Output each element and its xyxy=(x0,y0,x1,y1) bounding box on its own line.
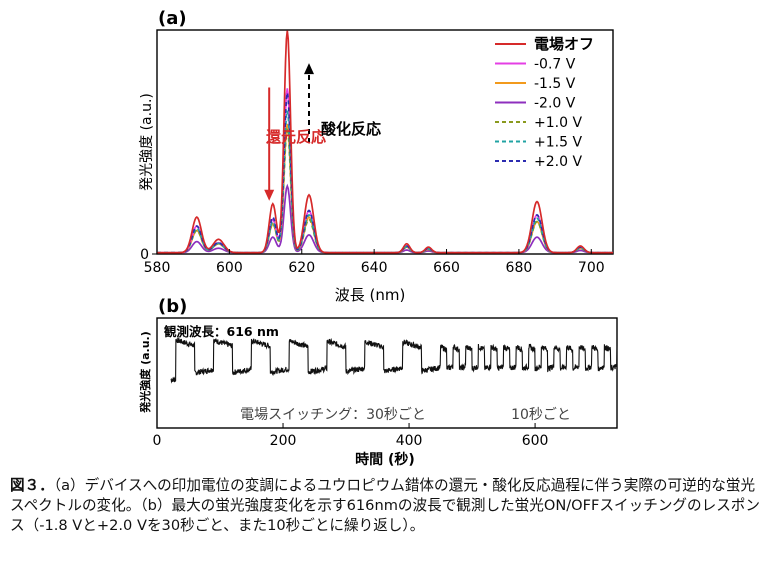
reduction-label: 還元反応 xyxy=(266,128,326,146)
legend: 電場オフ -0.7 V -1.5 V -2.0 V +1.0 V +1.5 V +2.0 V xyxy=(495,35,594,170)
reduction-arrow-head xyxy=(264,189,275,201)
series-line xyxy=(157,88,613,254)
segment-30s-label: 電場スイッチング：30秒ごと xyxy=(240,407,426,423)
figure-caption: 図３．（a）デバイスへの印加電位の変調によるユウロピウム錯体の還元・酸化反応過程… xyxy=(10,476,762,536)
legend-label: +2.0 V xyxy=(534,154,582,170)
switching-frame xyxy=(156,317,618,429)
x-tick-label: 0 xyxy=(153,433,162,449)
series-line xyxy=(157,30,613,254)
x-tick-label: 200 xyxy=(270,433,297,449)
segment-10s-label: 10秒ごと xyxy=(511,407,571,423)
x-tick-label: 700 xyxy=(578,260,605,276)
switching-y-label: 発光強度 (a.u.) xyxy=(138,331,152,414)
series-line xyxy=(157,110,613,254)
spectrum-frame xyxy=(156,29,614,255)
legend-label: -2.0 V xyxy=(534,96,576,112)
legend-label: +1.0 V xyxy=(534,115,582,131)
spectrum-y-label: 発光強度 (a.u.) xyxy=(139,93,155,191)
panel-b-label: (b) xyxy=(158,296,187,317)
x-tick-label: 600 xyxy=(216,260,243,276)
x-tick-label: 600 xyxy=(522,433,549,449)
switching-trace xyxy=(170,337,618,384)
y-tick-label: 0 xyxy=(140,247,149,263)
spectrum-plot: 580 600 620 640 660 680 700 0 還元反応 酸化反応 電場オフ -0.… xyxy=(140,29,614,276)
x-tick-label: 660 xyxy=(433,260,460,276)
panel-a-label: (a) xyxy=(158,8,187,29)
legend-label: -1.5 V xyxy=(534,76,576,92)
x-tick-label: 580 xyxy=(144,260,171,276)
legend-label: 電場オフ xyxy=(534,35,594,53)
legend-label: -0.7 V xyxy=(534,57,576,73)
x-tick-label: 620 xyxy=(288,260,315,276)
caption-text: （a）デバイスへの印加電位の変調によるユウロピウム錯体の還元・酸化反応過程に伴う… xyxy=(10,477,760,534)
x-tick-label: 640 xyxy=(361,260,388,276)
switching-x-label: 時間 (秒) xyxy=(355,451,415,468)
oxidation-arrow-head xyxy=(304,63,314,75)
figure: (a) 580 600 620 640 660 680 700 0 還元反応 酸化反応 電場オ… xyxy=(138,8,618,468)
x-tick-label: 680 xyxy=(506,260,533,276)
caption-figure-number: 図３． xyxy=(10,477,54,494)
oxidation-label: 酸化反応 xyxy=(321,120,381,138)
switching-plot: 0 200 400 600 観測波長：616 nm 電場スイッチング：30秒ごと 10… xyxy=(153,317,618,449)
x-tick-label: 400 xyxy=(396,433,423,449)
observation-wavelength: 観測波長：616 nm xyxy=(164,324,279,339)
spectrum-x-label: 波長 (nm) xyxy=(335,286,406,304)
legend-label: +1.5 V xyxy=(534,135,582,151)
